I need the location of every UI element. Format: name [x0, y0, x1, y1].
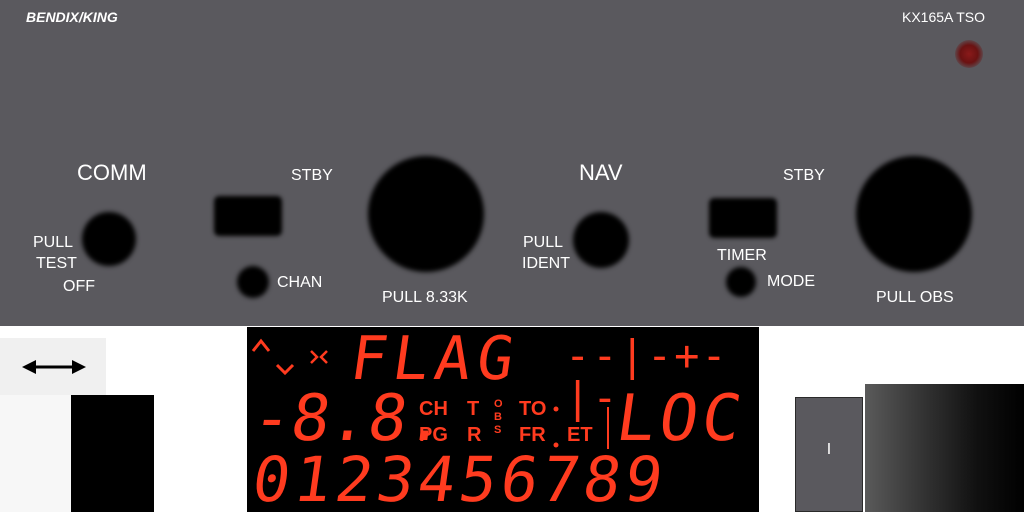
nav-ident-label: IDENT	[522, 255, 570, 272]
obs-annunciator-o: O	[494, 398, 503, 410]
comm-swap-button[interactable]	[214, 196, 282, 236]
nav-frequency-knob[interactable]	[856, 156, 972, 272]
light-swatch	[0, 395, 71, 512]
cdi-deviation-bar: --|-+-|-	[565, 331, 729, 422]
pg-annunciator: PG	[419, 424, 448, 446]
nav-pull-obs-label: PULL OBS	[876, 289, 954, 306]
to-dot	[553, 406, 559, 412]
model-label: KX165A TSO	[902, 9, 986, 25]
nav-timer-label: TIMER	[717, 247, 767, 264]
to-annunciator: TO	[519, 398, 547, 420]
dark-swatch	[71, 395, 154, 512]
comm-chan-label: CHAN	[277, 274, 323, 291]
comm-pull-label: PULL	[33, 234, 74, 251]
t-annunciator: T	[467, 398, 480, 420]
fr-dot	[553, 442, 559, 448]
obs-annunciator-s: S	[494, 424, 502, 436]
fr-annunciator: FR	[519, 424, 546, 446]
status-led-icon	[955, 40, 983, 68]
gray-tile[interactable]: I	[795, 397, 863, 512]
comm-volume-knob[interactable]	[82, 212, 136, 266]
swap-arrow-tile[interactable]	[0, 338, 106, 395]
right-angle-icon	[310, 350, 319, 364]
nav-swap-button[interactable]	[709, 198, 777, 238]
nav-title: NAV	[579, 160, 623, 185]
nav-pull-label: PULL	[523, 234, 564, 251]
left-right-arrow-icon	[22, 360, 86, 374]
obs-annunciator-b: B	[494, 411, 502, 423]
comm-frequency-knob[interactable]	[368, 156, 484, 272]
ch-annunciator: CH	[419, 398, 448, 420]
nav-stby-label: STBY	[783, 167, 825, 184]
comm-title: COMM	[77, 160, 147, 185]
comm-test-label: TEST	[36, 255, 77, 272]
gray-tile-label: I	[826, 441, 832, 458]
nav-mode-label: MODE	[767, 273, 815, 290]
nav-volume-knob[interactable]	[573, 212, 629, 268]
radio-faceplate: BENDIX/KING KX165A TSO COMM PULL TEST OF…	[0, 0, 1024, 326]
comm-stby-label: STBY	[291, 167, 333, 184]
loc-indicator: LOC	[611, 382, 750, 456]
comm-off-label: OFF	[63, 278, 95, 295]
nav-mode-button[interactable]	[726, 267, 756, 297]
left-angle-icon	[319, 350, 328, 364]
comm-pull-833k-label: PULL 8.33K	[382, 289, 468, 306]
flag-indicator: FLAG	[346, 324, 525, 394]
comm-chan-button[interactable]	[237, 266, 269, 298]
up-caret-icon	[251, 338, 271, 352]
brand-label: BENDIX/KING	[26, 9, 118, 25]
et-annunciator: ET	[567, 424, 593, 446]
gradient-swatch	[865, 384, 1024, 512]
r-annunciator: R	[467, 424, 482, 446]
down-caret-icon	[275, 363, 295, 376]
digit-row: 0123456789	[247, 443, 672, 516]
segment-display: FLAG --|-+-|- -8.8. CH PG T R O B S TO F…	[247, 324, 759, 516]
display-glyphs	[251, 338, 609, 449]
